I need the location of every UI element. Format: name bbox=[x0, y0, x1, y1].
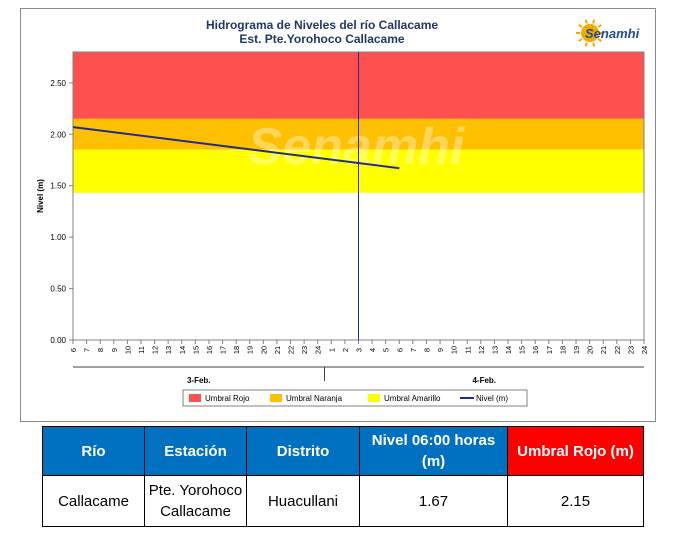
x-tick-label: 10 bbox=[123, 346, 132, 354]
x-tick-label: 13 bbox=[164, 346, 173, 354]
legend-swatch bbox=[368, 394, 380, 402]
x-tick-label: 17 bbox=[219, 346, 228, 354]
cell-umbral-rojo: 2.15 bbox=[507, 475, 644, 527]
chart-canvas: Hidrograma de Niveles del río CallacameE… bbox=[36, 18, 649, 407]
x-tick-label: 15 bbox=[191, 346, 200, 354]
x-tick-label: 18 bbox=[558, 346, 567, 354]
x-tick-label: 22 bbox=[287, 346, 296, 354]
x-tick-label: 23 bbox=[626, 346, 635, 354]
x-tick-label: 16 bbox=[205, 346, 214, 354]
x-tick-label: 18 bbox=[232, 346, 241, 354]
series-line-nivel bbox=[72, 126, 400, 170]
y-tick-label: 1.00 bbox=[50, 233, 66, 242]
y-tick-label: 1.50 bbox=[50, 182, 66, 191]
x-tick-label: 14 bbox=[504, 346, 513, 354]
sun-ray bbox=[597, 38, 602, 43]
x-tick-label: 16 bbox=[531, 346, 540, 354]
y-axis-label: Nivel (m) bbox=[36, 179, 45, 213]
legend-box bbox=[182, 389, 528, 407]
chart-subtitle: Est. Pte.Yorohoco Callacame bbox=[239, 32, 404, 46]
x-tick-label: 1 bbox=[327, 348, 336, 352]
y-tick-label: 0.00 bbox=[50, 336, 66, 345]
legend-swatch bbox=[189, 394, 201, 402]
x-tick-label: 17 bbox=[545, 346, 554, 354]
logo-text: Senamhi bbox=[585, 26, 640, 41]
x-tick-label: 24 bbox=[640, 346, 649, 354]
x-tick-label: 7 bbox=[83, 348, 92, 352]
sun-ray bbox=[584, 19, 588, 24]
x-tick-label: 20 bbox=[259, 346, 268, 354]
x-tick-label: 12 bbox=[151, 346, 160, 354]
x-tick-label: 9 bbox=[110, 348, 119, 352]
table-header-row: Río Estación Distrito Nivel 06:00 horas … bbox=[42, 426, 644, 476]
legend-swatch bbox=[270, 394, 282, 402]
y-tick-label: 0.50 bbox=[50, 285, 66, 294]
x-tick-label: 12 bbox=[477, 346, 486, 354]
chart-title: Hidrograma de Niveles del río Callacame bbox=[206, 18, 438, 32]
cell-rio: Callacame bbox=[42, 475, 145, 527]
sun-ray bbox=[578, 23, 583, 28]
header-umbral-rojo: Umbral Rojo (m) bbox=[507, 426, 644, 476]
x-tick-label: 22 bbox=[613, 346, 622, 354]
x-tick-label: 5 bbox=[382, 348, 391, 352]
sun-ray bbox=[597, 23, 602, 28]
x-tick-label: 8 bbox=[96, 348, 105, 352]
x-tick-label: 19 bbox=[572, 346, 581, 354]
x-tick-label: 6 bbox=[395, 348, 404, 352]
x-tick-label: 20 bbox=[586, 346, 595, 354]
header-rio: Río bbox=[42, 426, 145, 476]
sun-ray bbox=[592, 42, 596, 47]
x-tick-label: 4 bbox=[368, 348, 377, 352]
x-tick-label: 11 bbox=[137, 346, 146, 354]
x-tick-label: 19 bbox=[246, 346, 255, 354]
legend-label: Umbral Rojo bbox=[205, 394, 250, 403]
day-label: 4-Feb. bbox=[472, 376, 496, 385]
sun-ray bbox=[592, 19, 596, 24]
x-tick-label: 21 bbox=[599, 346, 608, 354]
x-tick-label: 10 bbox=[450, 346, 459, 354]
x-tick-label: 9 bbox=[436, 348, 445, 352]
x-tick-label: 3 bbox=[355, 348, 364, 352]
x-tick-label: 14 bbox=[178, 346, 187, 354]
sun-ray bbox=[584, 42, 588, 47]
x-tick-label: 24 bbox=[314, 346, 323, 354]
sun-icon bbox=[581, 24, 599, 42]
y-tick-label: 2.00 bbox=[50, 130, 66, 139]
x-tick-label: 7 bbox=[409, 348, 418, 352]
legend-label: Umbral Naranja bbox=[286, 394, 343, 403]
legend-label: Umbral Amarillo bbox=[384, 394, 441, 403]
legend-label: Nivel (m) bbox=[476, 394, 508, 403]
x-tick-label: 23 bbox=[300, 346, 309, 354]
x-tick-label: 6 bbox=[69, 348, 78, 352]
x-tick-label: 21 bbox=[273, 346, 282, 354]
hydrograph-chart: Hidrograma de Niveles del río Callacame E… bbox=[20, 8, 656, 422]
watermark-text: Senamhi bbox=[248, 118, 466, 176]
station-info-table: Río Estación Distrito Nivel 06:00 horas … bbox=[42, 426, 644, 527]
x-tick-label: 13 bbox=[490, 346, 499, 354]
day-label: 3-Feb. bbox=[187, 376, 211, 385]
x-tick-label: 15 bbox=[518, 346, 527, 354]
header-distrito: Distrito bbox=[246, 426, 360, 476]
x-tick-label: 2 bbox=[341, 348, 350, 352]
cell-nivel: 1.67 bbox=[359, 475, 508, 527]
x-tick-label: 8 bbox=[422, 348, 431, 352]
x-tick-label: 11 bbox=[463, 346, 472, 354]
cell-estacion: Pte. Yorohoco Callacame bbox=[144, 475, 247, 527]
header-estacion: Estación bbox=[144, 426, 247, 476]
table-row: Callacame Pte. Yorohoco Callacame Huacul… bbox=[42, 475, 644, 527]
y-tick-label: 2.50 bbox=[50, 79, 66, 88]
senamhi-logo: Senamhi bbox=[576, 19, 640, 47]
sun-ray bbox=[578, 38, 583, 43]
header-nivel: Nivel 06:00 horas (m) bbox=[359, 426, 508, 476]
cell-distrito: Huacullani bbox=[246, 475, 360, 527]
